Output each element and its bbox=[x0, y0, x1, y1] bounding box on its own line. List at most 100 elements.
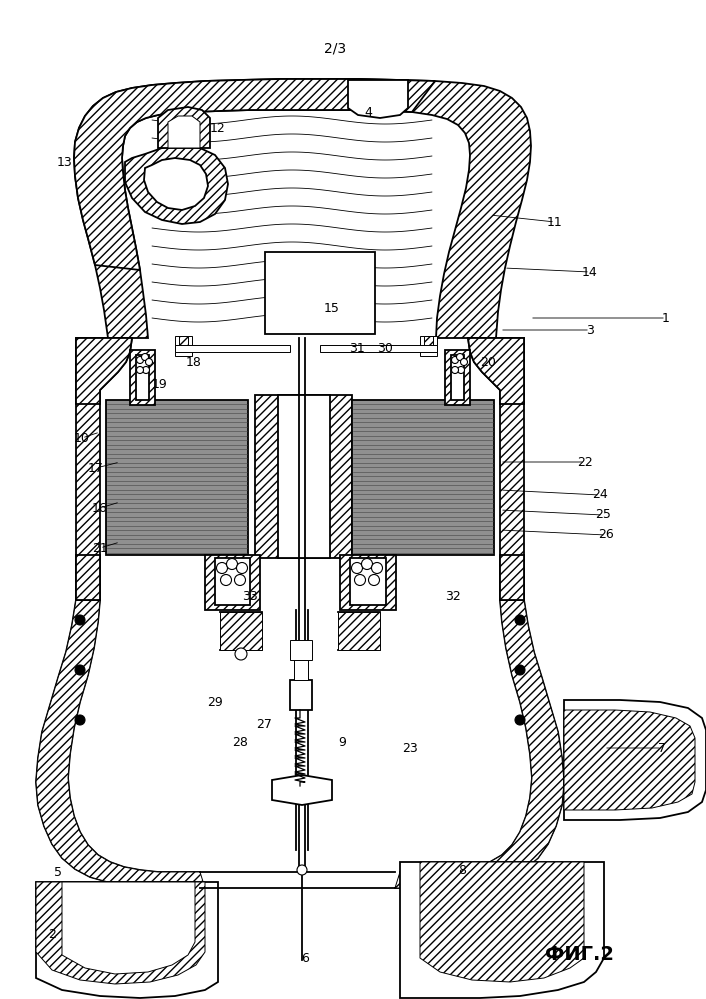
Polygon shape bbox=[290, 680, 312, 710]
Circle shape bbox=[457, 354, 464, 361]
Polygon shape bbox=[76, 338, 132, 600]
Circle shape bbox=[515, 665, 525, 675]
Text: 32: 32 bbox=[445, 589, 461, 602]
Circle shape bbox=[515, 715, 525, 725]
Text: 8: 8 bbox=[458, 863, 466, 876]
Polygon shape bbox=[348, 80, 408, 118]
Text: 33: 33 bbox=[242, 589, 258, 602]
Polygon shape bbox=[338, 612, 380, 650]
Polygon shape bbox=[468, 338, 524, 404]
Circle shape bbox=[457, 367, 465, 374]
Text: 13: 13 bbox=[57, 156, 73, 169]
Circle shape bbox=[354, 574, 366, 585]
Polygon shape bbox=[205, 555, 260, 610]
Circle shape bbox=[234, 574, 246, 585]
Polygon shape bbox=[175, 345, 290, 352]
Polygon shape bbox=[158, 107, 210, 148]
Text: 2/3: 2/3 bbox=[324, 41, 346, 55]
Circle shape bbox=[369, 574, 380, 585]
Circle shape bbox=[297, 865, 307, 875]
Circle shape bbox=[145, 359, 152, 366]
Circle shape bbox=[75, 715, 85, 725]
Text: 18: 18 bbox=[186, 356, 202, 369]
Circle shape bbox=[371, 562, 383, 573]
Text: 30: 30 bbox=[377, 342, 393, 355]
Text: 25: 25 bbox=[595, 508, 611, 521]
Polygon shape bbox=[36, 600, 205, 888]
Polygon shape bbox=[255, 395, 352, 558]
Bar bbox=[352, 400, 494, 555]
Text: 10: 10 bbox=[74, 432, 90, 445]
Text: 21: 21 bbox=[92, 541, 108, 554]
Polygon shape bbox=[125, 145, 228, 224]
Polygon shape bbox=[36, 882, 218, 998]
Polygon shape bbox=[468, 338, 524, 600]
Text: 28: 28 bbox=[232, 735, 248, 748]
Polygon shape bbox=[420, 336, 437, 356]
Circle shape bbox=[515, 615, 525, 625]
Text: 1: 1 bbox=[662, 312, 670, 325]
Polygon shape bbox=[320, 345, 437, 352]
Polygon shape bbox=[272, 775, 332, 805]
Polygon shape bbox=[76, 338, 132, 404]
Circle shape bbox=[452, 357, 458, 364]
Polygon shape bbox=[420, 862, 584, 982]
Text: 29: 29 bbox=[207, 695, 223, 708]
Polygon shape bbox=[451, 355, 464, 400]
Circle shape bbox=[237, 562, 248, 573]
Polygon shape bbox=[215, 558, 250, 605]
Circle shape bbox=[452, 367, 458, 374]
Polygon shape bbox=[278, 395, 330, 558]
Polygon shape bbox=[500, 555, 524, 600]
Polygon shape bbox=[294, 660, 308, 680]
Polygon shape bbox=[445, 350, 470, 405]
Polygon shape bbox=[136, 355, 149, 400]
Text: 16: 16 bbox=[92, 501, 108, 514]
Circle shape bbox=[352, 562, 362, 573]
Polygon shape bbox=[62, 882, 195, 974]
Text: 24: 24 bbox=[592, 489, 608, 501]
Circle shape bbox=[361, 558, 373, 569]
Polygon shape bbox=[564, 700, 706, 820]
Polygon shape bbox=[340, 555, 396, 610]
Circle shape bbox=[217, 562, 227, 573]
Circle shape bbox=[143, 367, 150, 374]
Text: 9: 9 bbox=[338, 735, 346, 748]
Polygon shape bbox=[400, 862, 604, 998]
Circle shape bbox=[460, 359, 467, 366]
Polygon shape bbox=[350, 558, 386, 605]
Polygon shape bbox=[290, 640, 312, 660]
Text: 23: 23 bbox=[402, 741, 418, 754]
Circle shape bbox=[235, 648, 247, 660]
Text: 14: 14 bbox=[582, 266, 598, 279]
Circle shape bbox=[227, 558, 237, 569]
Text: ФИГ.2: ФИГ.2 bbox=[546, 945, 614, 964]
Polygon shape bbox=[36, 882, 205, 984]
Text: 31: 31 bbox=[349, 342, 365, 355]
Text: 15: 15 bbox=[324, 302, 340, 315]
Polygon shape bbox=[130, 350, 155, 405]
Text: 6: 6 bbox=[301, 951, 309, 964]
Circle shape bbox=[220, 574, 232, 585]
Polygon shape bbox=[395, 600, 564, 888]
Circle shape bbox=[141, 354, 148, 361]
Bar bbox=[265, 252, 375, 334]
Text: 19: 19 bbox=[152, 379, 168, 392]
Text: 3: 3 bbox=[586, 324, 594, 337]
Circle shape bbox=[136, 357, 143, 364]
Polygon shape bbox=[74, 79, 435, 270]
Polygon shape bbox=[168, 116, 200, 148]
Circle shape bbox=[75, 615, 85, 625]
Circle shape bbox=[136, 367, 143, 374]
Polygon shape bbox=[179, 336, 188, 352]
Text: 2: 2 bbox=[48, 928, 56, 941]
Polygon shape bbox=[175, 336, 192, 356]
Polygon shape bbox=[144, 158, 208, 210]
Text: 17: 17 bbox=[88, 462, 104, 475]
Polygon shape bbox=[564, 710, 695, 810]
Circle shape bbox=[75, 665, 85, 675]
Text: 12: 12 bbox=[210, 122, 226, 135]
Text: 7: 7 bbox=[658, 741, 666, 754]
Text: 5: 5 bbox=[54, 865, 62, 878]
Text: 26: 26 bbox=[598, 528, 614, 541]
